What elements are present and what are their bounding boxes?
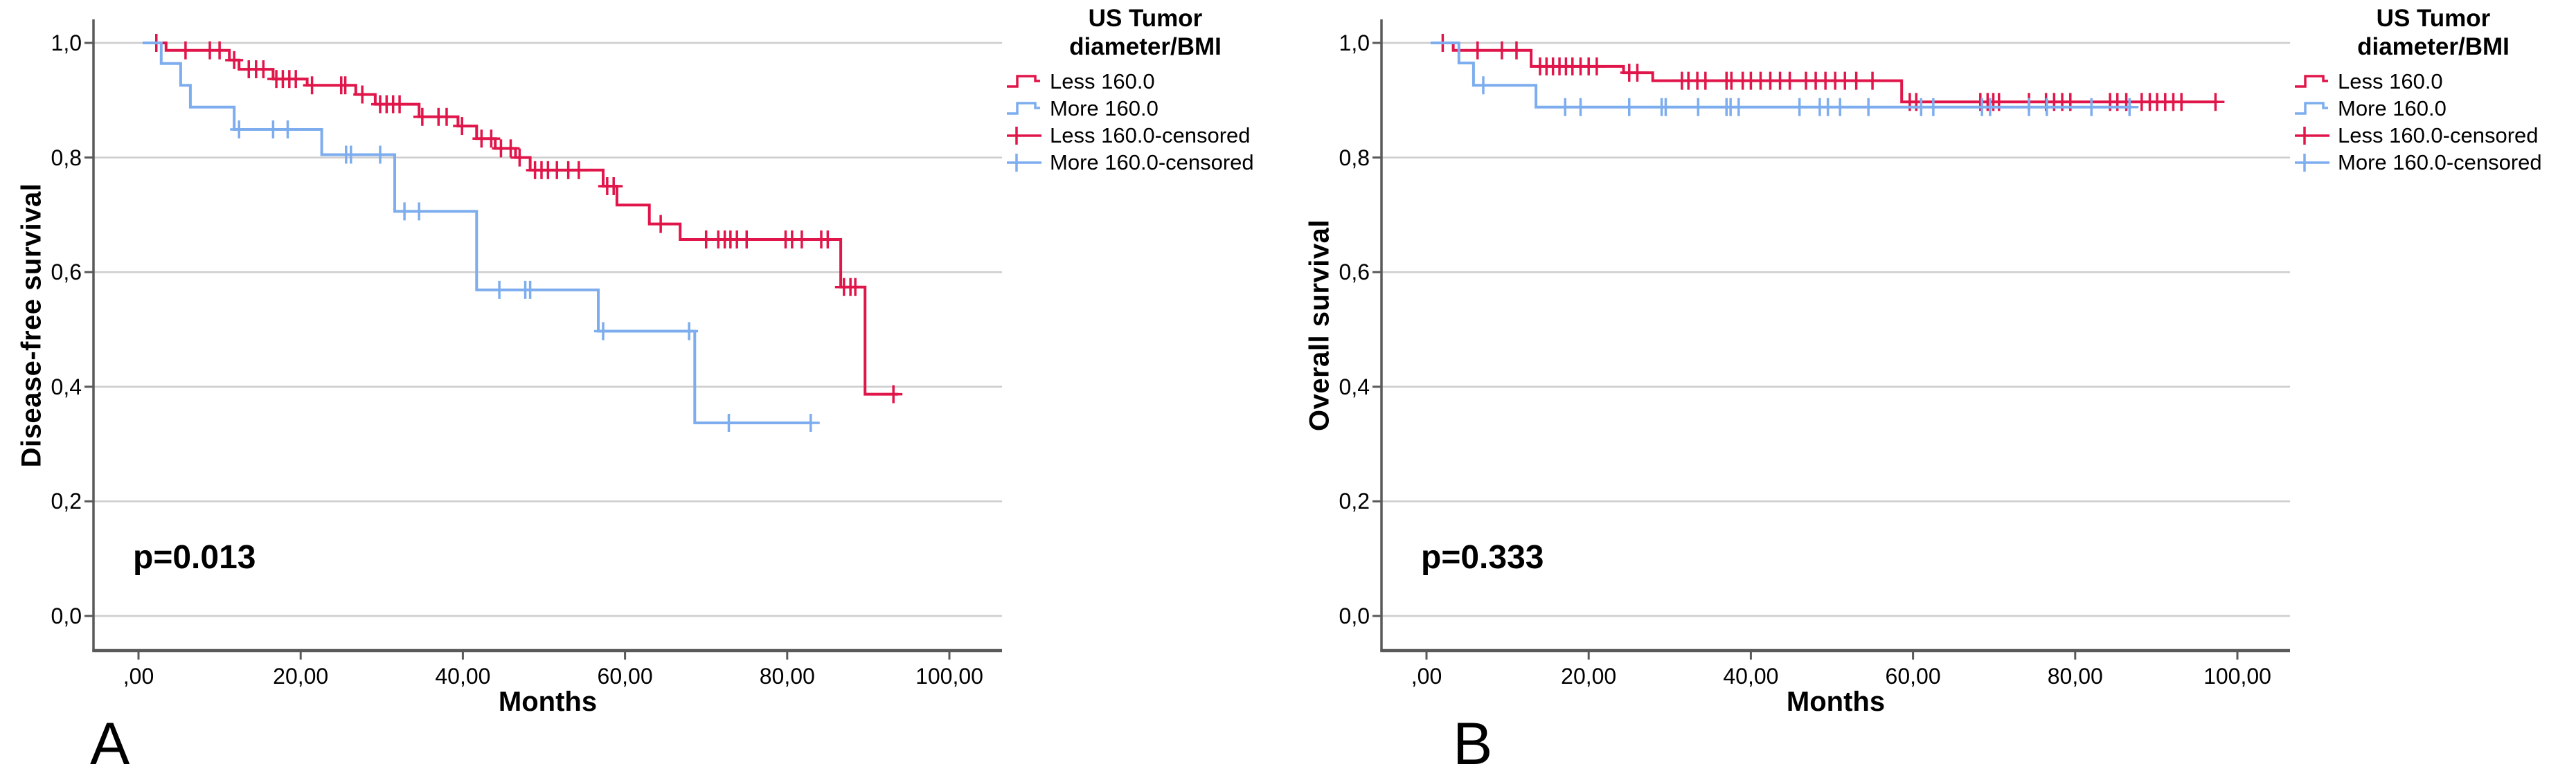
x-tick-label: ,00 [123, 664, 154, 689]
y-tick-label: 0,4 [1339, 374, 1370, 399]
censor-marks-more-160-0 [1474, 76, 2139, 116]
legend: US Tumor diameter/BMI Less 160.0 More 160… [1005, 4, 1285, 176]
y-tick-label: 1,0 [1339, 30, 1370, 55]
step-line-icon [2295, 75, 2328, 88]
censor-marks-more-160-0 [230, 120, 820, 432]
legend-title-line1: US Tumor [1088, 5, 1203, 32]
panel-letter: A [90, 711, 130, 777]
y-tick-label: 1,0 [51, 30, 82, 55]
km-curve-more-160-0 [1430, 42, 2132, 109]
step-line-glyph [1007, 102, 1040, 115]
x-tick-label: 80,00 [2047, 664, 2103, 689]
legend: US Tumor diameter/BMI Less 160.0 More 160… [2293, 4, 2573, 176]
censor-marks-less-160-0 [1433, 34, 2225, 111]
step-line-glyph [1007, 75, 1040, 88]
y-tick-label: 0,8 [1339, 145, 1370, 170]
legend-item: More 160.0 [2293, 96, 2573, 123]
legend-item-label: More 160.0-censored [2338, 150, 2542, 175]
x-tick-label: 60,00 [597, 664, 653, 689]
plus-censored-icon [2295, 154, 2329, 172]
step-line-glyph [2295, 75, 2328, 88]
legend-title: US Tumor diameter/BMI [2293, 4, 2573, 62]
x-tick-label: 60,00 [1885, 664, 1941, 689]
y-tick-label: 0,2 [1339, 489, 1370, 514]
y-axis-title: Disease-free survival [16, 183, 47, 468]
step-line-icon [1007, 102, 1040, 115]
km-curve-less-160-0 [1431, 42, 2217, 104]
x-axis-title: Months [1786, 687, 1886, 717]
legend-title-line1: US Tumor [2376, 5, 2491, 32]
panel-b: Overall survival p=0.333 Months B US Tum… [1288, 0, 2576, 780]
legend-item: More 160.0-censored [2293, 149, 2573, 176]
survival-plot-a [84, 19, 1002, 660]
legend-item-label: Less 160.0 [1050, 69, 1155, 94]
x-axis-title: Months [498, 687, 598, 717]
legend-title-line2: diameter/BMI [1069, 33, 1222, 61]
p-value-annotation: p=0.013 [133, 539, 256, 576]
legend-title: US Tumor diameter/BMI [1005, 4, 1285, 62]
legend-item-label: More 160.0 [1050, 96, 1159, 121]
legend-item: Less 160.0-censored [2293, 123, 2573, 149]
x-tick-label: 100,00 [2203, 664, 2271, 689]
x-tick-label: ,00 [1411, 664, 1442, 689]
x-tick-label: 100,00 [915, 664, 983, 689]
panel-letter: B [1453, 711, 1493, 777]
km-curve-less-160-0 [151, 42, 899, 396]
y-tick-label: 0,2 [51, 489, 82, 514]
legend-title-line2: diameter/BMI [2357, 33, 2510, 61]
legend-item-label: More 160.0 [2338, 96, 2447, 121]
p-value-annotation: p=0.333 [1421, 539, 1544, 576]
x-tick-label: 40,00 [1723, 664, 1779, 689]
legend-item-label: Less 160.0 [2338, 69, 2443, 94]
x-tick-label: 80,00 [759, 664, 815, 689]
plus-censored-icon [1007, 127, 1041, 145]
legend-item-label: Less 160.0-censored [1050, 123, 1251, 148]
y-tick-label: 0,6 [51, 260, 82, 285]
legend-items: Less 160.0 More 160.0 Less 160.0-censored M… [2293, 69, 2573, 176]
y-tick-label: 0,6 [1339, 260, 1370, 285]
legend-item: More 160.0 [1005, 96, 1285, 123]
x-tick-label: 20,00 [273, 664, 329, 689]
plus-censored-icon [2295, 127, 2329, 145]
x-tick-label: 20,00 [1561, 664, 1617, 689]
legend-item-label: More 160.0-censored [1050, 150, 1254, 175]
step-line-icon [1007, 75, 1040, 88]
legend-item: More 160.0-censored [1005, 149, 1285, 176]
legend-item: Less 160.0 [1005, 69, 1285, 96]
x-tick-label: 40,00 [435, 664, 491, 689]
legend-item-label: Less 160.0-censored [2338, 123, 2539, 148]
panel-a: Disease-free survival p=0.013 Months A U… [16, 4, 1285, 777]
censor-marks-less-160-0 [147, 34, 903, 403]
y-tick-label: 0,4 [51, 374, 82, 399]
legend-item: Less 160.0-censored [1005, 123, 1285, 149]
y-tick-label: 0,0 [1339, 604, 1370, 628]
legend-items: Less 160.0 More 160.0 Less 160.0-censored M… [1005, 69, 1285, 176]
step-line-glyph [2295, 102, 2328, 115]
plus-censored-icon [1007, 154, 1041, 172]
legend-item: Less 160.0 [2293, 69, 2573, 96]
y-tick-label: 0,8 [51, 145, 82, 170]
y-tick-label: 0,0 [51, 604, 82, 628]
survival-plot-b [1372, 19, 2290, 660]
step-line-icon [2295, 102, 2328, 115]
km-curve-more-160-0 [142, 42, 812, 424]
